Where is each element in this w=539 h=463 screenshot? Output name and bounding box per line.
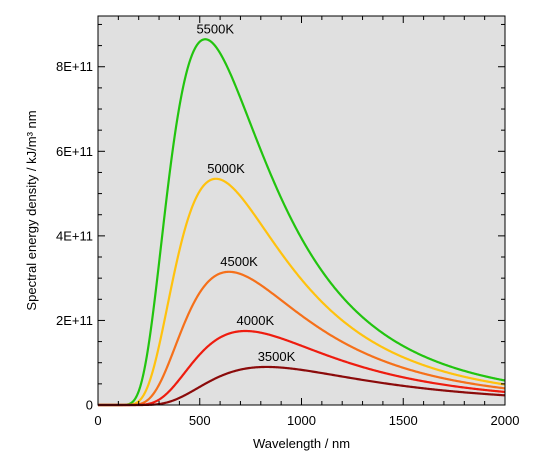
x-tick-label: 1000	[287, 413, 316, 428]
y-tick-label: 4E+11	[56, 228, 93, 243]
series-label-4000K: 4000K	[237, 313, 275, 328]
series-label-3500K: 3500K	[258, 349, 296, 364]
series-line-5500K	[97, 38, 506, 407]
x-tick-label: 500	[189, 413, 211, 428]
series-label-5000K: 5000K	[207, 161, 245, 176]
y-tick-label: 8E+11	[56, 59, 93, 74]
plot-frame	[97, 15, 506, 406]
series-line-3500K	[97, 365, 506, 407]
series-line-5000K	[97, 177, 506, 407]
curves	[97, 38, 506, 407]
series-line-4500K	[97, 270, 506, 407]
ticks	[97, 16, 506, 406]
labels: 0 500 1000 1500 2000 0 2E+11 4E+11 6E+11 8E+11 550…	[56, 21, 519, 428]
x-tick-label: 0	[94, 413, 101, 428]
x-tick-label: 1500	[389, 413, 418, 428]
y-tick-label: 0	[86, 398, 93, 413]
series-label-4500K: 4500K	[220, 254, 258, 269]
series-line-4000K	[97, 329, 506, 407]
y-tick-label: 2E+11	[56, 313, 93, 328]
y-axis-title: Spectral energy density / kJ/m³ nm	[24, 110, 39, 310]
x-tick-label: 2000	[491, 413, 520, 428]
series-label-5500K: 5500K	[196, 21, 234, 36]
y-tick-label: 6E+11	[56, 144, 93, 159]
x-axis-title: Wavelength / nm	[253, 436, 350, 451]
